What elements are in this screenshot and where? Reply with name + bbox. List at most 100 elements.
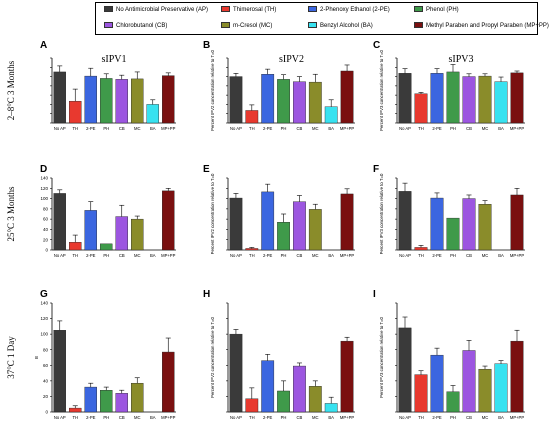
bar-MP+PP (340, 340, 354, 413)
x-tick-label: PH (450, 253, 456, 258)
legend-swatch (221, 22, 230, 29)
x-tick-label: TH (249, 126, 255, 131)
bar-MC (131, 218, 144, 251)
bar-CB (293, 201, 306, 251)
legend-swatch (221, 6, 230, 13)
bar-CB (115, 216, 128, 251)
bar-MP+PP (162, 351, 175, 413)
legend-item: Chlorobutanol (CB) (104, 22, 167, 30)
bar-CB (462, 76, 476, 124)
x-tick-label: PH (103, 126, 109, 131)
x-tick-label: 2-PE (263, 126, 273, 131)
x-tick-label: BA (328, 126, 334, 131)
bar-TH (69, 242, 82, 251)
legend-label: Phenol (PH) (426, 7, 459, 13)
x-tick-label: TH (249, 253, 255, 258)
x-tick-label: MC (482, 415, 489, 420)
x-tick-label: MP+PP (161, 126, 176, 131)
y-tick-label: 60 (43, 363, 49, 368)
x-tick-label: MP+PP (510, 415, 525, 420)
bar-CB (115, 79, 128, 124)
x-tick-label: PH (281, 126, 287, 131)
x-tick-label: No AP (399, 253, 411, 258)
x-tick-label: No AP (399, 415, 411, 420)
y-tick-label: 20 (43, 237, 49, 242)
bar-MC (308, 386, 322, 413)
bar-BA (324, 403, 338, 413)
x-tick-label: 2-PE (86, 126, 96, 131)
bar-No AP (398, 73, 412, 124)
bar-TH (245, 398, 259, 413)
x-tick-label: CB (297, 253, 303, 258)
bar-TH (414, 93, 428, 124)
x-tick-label: BA (150, 415, 156, 420)
legend-swatch (104, 6, 113, 13)
x-tick-label: 2-PE (86, 253, 96, 258)
legend-label: Thimerosal (TH) (233, 7, 277, 13)
legend-item: m-Cresol (MC) (221, 22, 272, 30)
legend-item: Thimerosal (TH) (221, 6, 276, 14)
bar-MC (308, 209, 322, 251)
y-axis-label: Percent IPV2 concentration relative to T… (210, 50, 215, 131)
panel-letter: I (373, 289, 376, 300)
legend-label: No Antimicrobial Preservative (AP) (116, 7, 209, 13)
x-tick-label: MP+PP (510, 253, 525, 258)
legend-label: Methyl Paraben and Propyl Paraben (MP+PP… (426, 23, 549, 29)
x-tick-label: No AP (54, 415, 66, 420)
x-tick-label: BA (328, 253, 334, 258)
x-tick-label: TH (72, 253, 78, 258)
x-tick-label: BA (498, 253, 504, 258)
col-title: sIPV3 (448, 54, 473, 65)
y-axis-label: Percent IPV3 concentration relative to T… (379, 317, 384, 398)
x-tick-label: 2-PE (432, 126, 442, 131)
x-tick-label: MP+PP (161, 415, 176, 420)
x-tick-label: CB (297, 126, 303, 131)
panel-letter: G (40, 289, 48, 300)
bar-MP+PP (162, 190, 175, 251)
x-tick-label: 2-PE (432, 253, 442, 258)
bar-No AP (53, 71, 66, 124)
x-tick-label: PH (450, 126, 456, 131)
panel-letter: H (203, 289, 210, 300)
bar-CB (293, 365, 306, 413)
x-tick-label: MP+PP (340, 415, 355, 420)
panel-letter: A (40, 40, 47, 51)
y-tick-label: 120 (40, 316, 48, 321)
bar-PH (446, 391, 460, 413)
y-tick-label: 100 (40, 332, 48, 337)
legend-label: Chlorobutanol (CB) (116, 23, 168, 29)
x-tick-label: MP+PP (340, 126, 355, 131)
x-tick-label: PH (103, 415, 109, 420)
bar-MP+PP (340, 193, 354, 251)
y-axis-label: Percent IPV2 concentration relative to T… (210, 173, 215, 254)
legend-label: Benzyl Alcohol (BA) (320, 23, 373, 29)
bar-MP+PP (510, 340, 524, 413)
bar-BA (494, 81, 508, 124)
x-tick-label: CB (119, 126, 125, 131)
legend: No Antimicrobial Preservative (AP) Thimer… (95, 2, 549, 35)
x-tick-label: BA (498, 415, 504, 420)
x-tick-label: No AP (230, 126, 242, 131)
x-tick-label: TH (72, 126, 78, 131)
bar-CB (115, 393, 128, 413)
x-tick-label: BA (498, 126, 504, 131)
bar-TH (414, 247, 428, 251)
bar-MC (478, 204, 492, 251)
legend-label: 2-Phenoxy Ethanol (2-PE) (320, 7, 390, 13)
y-tick-label: 100 (40, 196, 48, 201)
bar-No AP (229, 76, 243, 124)
x-tick-label: MC (312, 253, 319, 258)
x-tick-label: MP+PP (340, 253, 355, 258)
x-tick-label: PH (281, 415, 287, 420)
x-tick-label: CB (119, 415, 125, 420)
x-tick-label: No AP (230, 415, 242, 420)
panel-letter: D (40, 164, 47, 175)
bar-No AP (229, 197, 243, 251)
bar-No AP (53, 330, 66, 413)
bar-No AP (53, 193, 66, 251)
y-tick-label: 0 (45, 248, 48, 253)
bar-No AP (398, 191, 412, 251)
bar-No AP (229, 333, 243, 413)
y-tick-label: 40 (43, 378, 49, 383)
